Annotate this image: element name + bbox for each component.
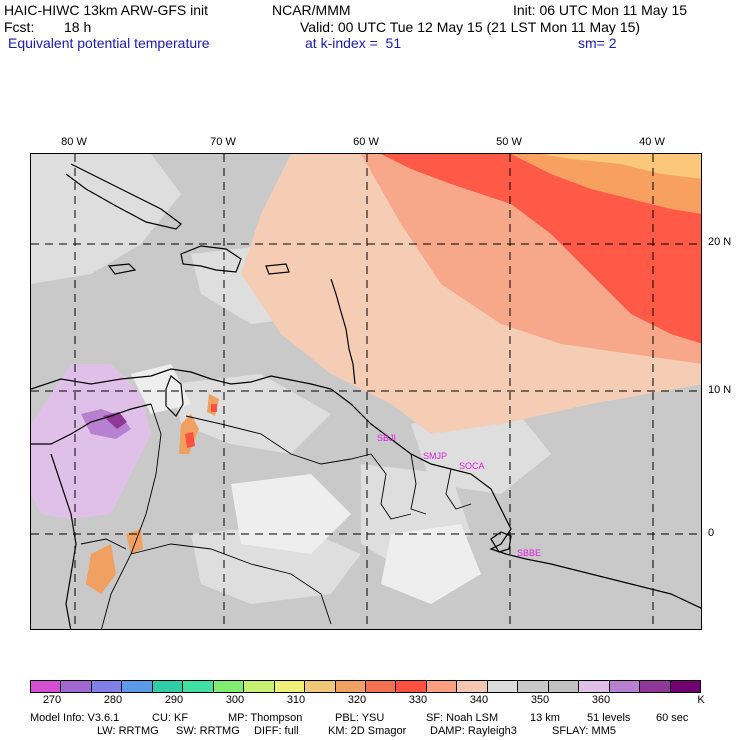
colorbar-swatch	[182, 680, 214, 693]
footer-timestep: 60 sec	[656, 712, 689, 724]
colorbar-tick: 320	[347, 694, 367, 706]
footer-km: KM: 2D Smagor	[328, 725, 407, 737]
footer-levels: 51 levels	[587, 712, 631, 724]
footer-mp: MP: Thompson	[228, 712, 303, 724]
colorbar-tick: 350	[530, 694, 550, 706]
colorbar-swatch	[547, 680, 580, 693]
footer-lw: LW: RRTMG	[97, 725, 159, 737]
colorbar-swatch	[639, 680, 671, 693]
footer-model-info: Model Info: V3.6.1	[30, 712, 120, 724]
colorbar-swatch	[395, 680, 427, 693]
colorbar-tick: 360	[591, 694, 611, 706]
colorbar-tick: 290	[164, 694, 184, 706]
station-label-sbbe: SBBE	[517, 548, 541, 558]
colorbar-swatch	[212, 680, 245, 693]
political-borders	[80, 403, 472, 629]
colorbar-tick: 280	[103, 694, 123, 706]
footer-sw: SW: RRTMG	[176, 725, 240, 737]
colorbar-tick: 300	[225, 694, 245, 706]
field-yellow-orange	[541, 154, 701, 179]
lon-label: 80 W	[61, 136, 87, 148]
init-time: Init: 06 UTC Mon 11 May 15	[513, 2, 688, 18]
colorbar-tick: 310	[286, 694, 306, 706]
colorbar-tick: 330	[408, 694, 428, 706]
colorbar-unit: K	[697, 694, 705, 706]
lat-label: 0	[708, 527, 715, 539]
colorbar-swatch	[121, 680, 153, 693]
lon-label: 40 W	[639, 136, 665, 148]
colorbar-swatch	[243, 680, 275, 693]
footer-damp: DAMP: Rayleigh3	[430, 725, 517, 737]
footer-cu: CU: KF	[152, 712, 189, 724]
lon-label: 50 W	[496, 136, 522, 148]
colorbar-swatch	[90, 680, 123, 693]
lat-label: 20 N	[708, 236, 732, 248]
colorbar-swatch	[365, 680, 397, 693]
colorbar-swatch	[608, 680, 641, 693]
colorbar-swatch	[486, 680, 519, 693]
footer-pbl: PBL: YSU	[335, 712, 385, 724]
smoothing-info: sm= 2	[578, 35, 617, 51]
station-label-smjp: SMJP	[423, 451, 447, 461]
coastlines	[31, 163, 701, 629]
footer-sflay: SFLAY: MM5	[552, 725, 616, 737]
field-red	[381, 154, 701, 344]
field-name: Equivalent potential temperature	[8, 35, 210, 51]
colorbar-swatch	[273, 680, 306, 693]
colorbar-tick: 270	[42, 694, 62, 706]
colorbar-swatch	[60, 680, 92, 693]
field-andes-red	[185, 404, 217, 448]
map-field: SBJI SMJP SOCA SBBE	[31, 154, 701, 629]
lon-label: 70 W	[210, 136, 236, 148]
footer-diff: DIFF: full	[254, 725, 299, 737]
colorbar-swatch	[304, 680, 336, 693]
colorbar-swatch	[669, 680, 701, 693]
level-info: at k-index = 51	[305, 35, 402, 51]
colorbar-swatch	[517, 680, 549, 693]
forecast-label: Fcst:	[4, 19, 35, 35]
forecast-hour: 18 h	[64, 19, 92, 35]
colorbar-swatch	[425, 680, 458, 693]
lat-label: 10 N	[708, 384, 732, 396]
footer-sf: SF: Noah LSM	[426, 712, 499, 724]
field-lilac	[31, 364, 151, 519]
station-label-sbji: SBJI	[377, 433, 396, 443]
station-labels: SBJI SMJP SOCA SBBE	[377, 433, 541, 558]
colorbar-swatch	[30, 680, 62, 693]
station-label-soca: SOCA	[459, 461, 485, 471]
theta-e-map: SBJI SMJP SOCA SBBE	[30, 153, 702, 630]
lon-label: 60 W	[353, 136, 379, 148]
valid-time: Valid: 00 UTC Tue 12 May 15 (21 LST Mon …	[300, 19, 641, 35]
org-label: NCAR/MMM	[272, 2, 351, 18]
colorbar-swatch	[456, 680, 488, 693]
model-title: HAIC-HIWC 13km ARW-GFS init	[4, 2, 209, 18]
colorbar-tick: 340	[469, 694, 489, 706]
colorbar-swatch	[578, 680, 610, 693]
lat-lon-grid	[31, 154, 701, 629]
colorbar-swatch	[334, 680, 366, 693]
footer-resolution: 13 km	[530, 712, 560, 724]
colorbar-swatch	[151, 680, 184, 693]
